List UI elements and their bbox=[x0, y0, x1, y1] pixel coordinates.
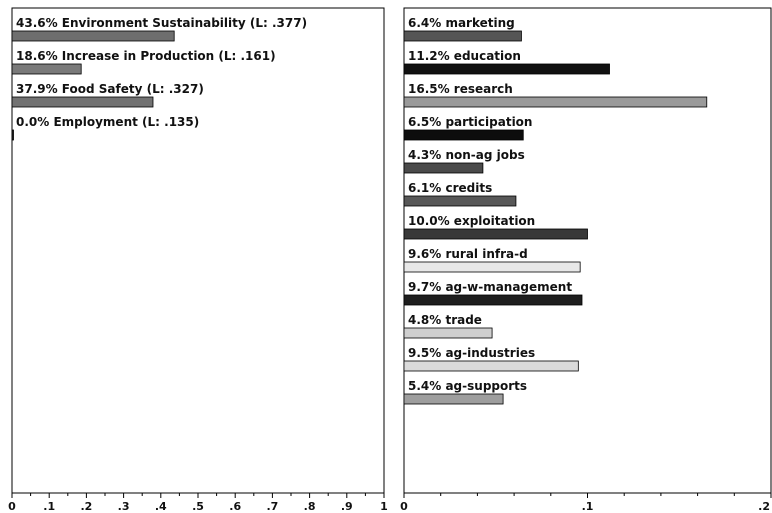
bar bbox=[403, 294, 583, 306]
bar-label: 4.3% non-ag jobs bbox=[408, 148, 525, 162]
bar-label: 0.0% Employment (L: .135) bbox=[16, 115, 199, 129]
bar-label: 37.9% Food Safety (L: .327) bbox=[16, 82, 204, 96]
left-chart-panel: 43.6% Environment Sustainability (L: .37… bbox=[8, 7, 388, 513]
bar bbox=[403, 261, 581, 273]
bar-label: 18.6% Increase in Production (L: .161) bbox=[16, 49, 276, 63]
bar bbox=[403, 327, 493, 339]
bar-label: 16.5% research bbox=[408, 82, 513, 96]
x-tick-label: .2 bbox=[80, 500, 92, 513]
x-tick-label: .3 bbox=[118, 500, 130, 513]
bar-label: 10.0% exploitation bbox=[408, 214, 535, 228]
bar bbox=[403, 63, 610, 75]
bar-label: 4.8% trade bbox=[408, 313, 482, 327]
x-tick-label: .1 bbox=[582, 500, 594, 513]
x-tick-label: .5 bbox=[192, 500, 204, 513]
bar bbox=[403, 30, 522, 42]
bar bbox=[11, 30, 175, 42]
bar bbox=[11, 129, 14, 141]
bar bbox=[403, 96, 708, 108]
bar bbox=[403, 360, 579, 372]
bar bbox=[11, 63, 82, 75]
bar-label: 5.4% ag-supports bbox=[408, 379, 527, 393]
bar-label: 9.6% rural infra-d bbox=[408, 247, 528, 261]
x-tick-label: 0 bbox=[8, 500, 16, 513]
x-tick-label: .8 bbox=[304, 500, 316, 513]
bar bbox=[403, 228, 588, 240]
x-tick-label: 1 bbox=[380, 500, 388, 513]
bar bbox=[403, 393, 504, 405]
x-tick-label: .1 bbox=[43, 500, 55, 513]
right-chart-panel: 6.4% marketing 11.2% education 16.5% resea… bbox=[400, 7, 772, 513]
bar-label: 9.5% ag-industries bbox=[408, 346, 535, 360]
plot-frame bbox=[11, 7, 385, 494]
bar bbox=[403, 162, 484, 174]
bar-label: 6.4% marketing bbox=[408, 16, 515, 30]
bar bbox=[403, 129, 524, 141]
bar-label: 6.1% credits bbox=[408, 181, 492, 195]
bar bbox=[403, 195, 517, 207]
bar bbox=[11, 96, 154, 108]
bar-label: 9.7% ag-w-management bbox=[408, 280, 572, 294]
x-tick-label: .9 bbox=[341, 500, 353, 513]
x-tick-label: .4 bbox=[155, 500, 167, 513]
x-tick-label: .7 bbox=[266, 500, 278, 513]
x-tick-label: .6 bbox=[229, 500, 241, 513]
bar-label: 6.5% participation bbox=[408, 115, 532, 129]
bar-label: 43.6% Environment Sustainability (L: .37… bbox=[16, 16, 307, 30]
x-tick-label: 0 bbox=[400, 500, 408, 513]
x-tick-label: .2 bbox=[758, 500, 770, 513]
bar-label: 11.2% education bbox=[408, 49, 521, 63]
